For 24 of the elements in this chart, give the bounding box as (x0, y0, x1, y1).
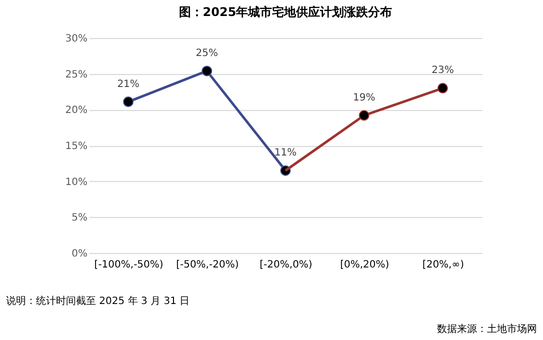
point (123, 96, 134, 108)
x-tick-label: [-50%,-20%) (176, 260, 239, 270)
point (358, 110, 370, 121)
chart-title: 图：2025年城市宅地供应计划涨跌分布 (178, 5, 392, 19)
x-tick-label: [0%,20%) (340, 260, 390, 270)
x-tick-label: [20%,∞) (422, 260, 464, 270)
y-tick-label: 20% (65, 105, 88, 116)
data-label: 19% (352, 92, 376, 104)
x-tick-label: [-20%,0%) (260, 260, 312, 270)
y-tick-label: 30% (65, 34, 88, 44)
data-label: 25% (196, 48, 218, 59)
source-note: 数据来源：土地市场网 (437, 323, 537, 335)
data-label: 23% (432, 65, 454, 76)
point (202, 66, 212, 76)
x-tick-label: [-100%,-50%) (94, 260, 164, 270)
point (437, 82, 448, 94)
y-tick-label: 25% (65, 69, 88, 80)
y-tick-label: 10% (65, 176, 88, 188)
text: 说明：统计时间截至 2025 年 3 月 31 日 (6, 295, 190, 307)
data-label: 21% (117, 78, 140, 90)
y-tick-label: 0% (72, 248, 88, 260)
data-label: 11% (274, 148, 297, 159)
y-tick-label: 5% (72, 212, 88, 224)
y-tick-label: 15% (65, 141, 88, 152)
